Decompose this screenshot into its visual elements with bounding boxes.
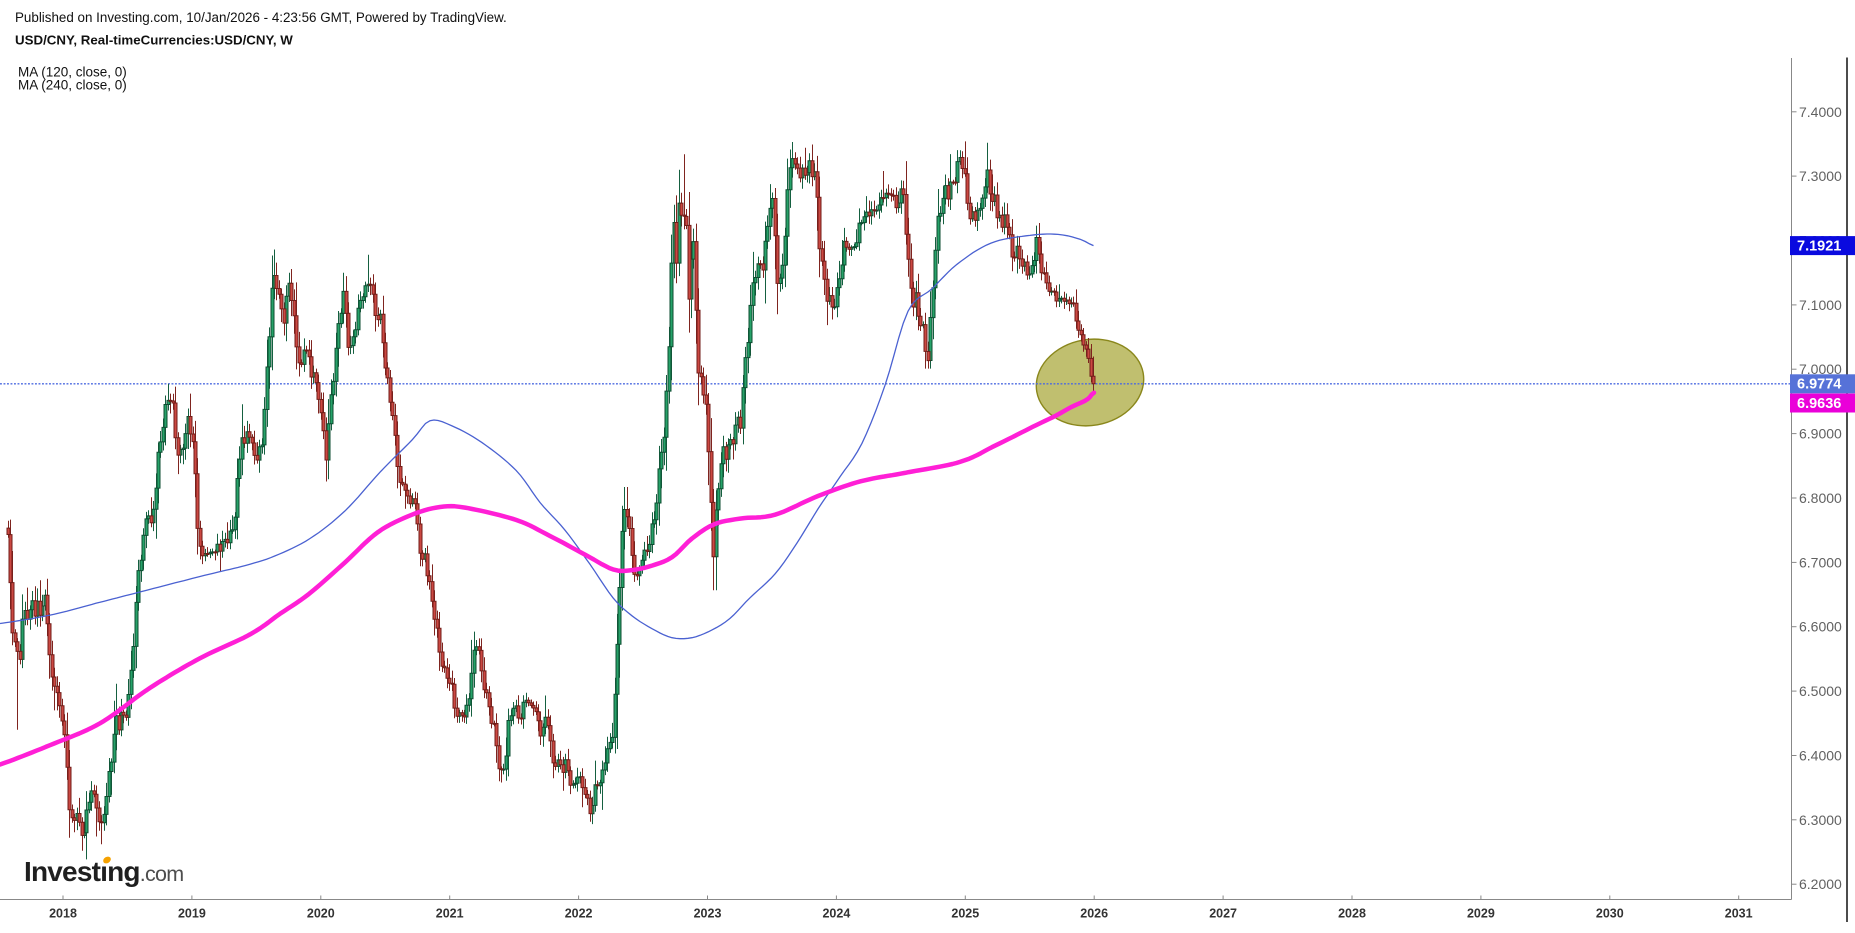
svg-text:2027: 2027	[1209, 907, 1237, 921]
svg-text:2025: 2025	[951, 907, 979, 921]
svg-text:6.5000: 6.5000	[1799, 683, 1842, 699]
svg-text:7.3000: 7.3000	[1799, 168, 1842, 184]
svg-text:2023: 2023	[694, 907, 722, 921]
svg-text:6.9000: 6.9000	[1799, 426, 1842, 442]
svg-text:Published on Investing.com, 10: Published on Investing.com, 10/Jan/2026 …	[15, 10, 507, 25]
svg-text:7.1921: 7.1921	[1797, 238, 1841, 254]
svg-text:MA (120, close, 0): MA (120, close, 0)	[18, 65, 127, 80]
svg-text:USD/CNY, Real-timeCurrencies:U: USD/CNY, Real-timeCurrencies:USD/CNY, W	[15, 33, 293, 48]
svg-text:2029: 2029	[1467, 907, 1495, 921]
svg-text:2028: 2028	[1338, 907, 1366, 921]
svg-text:2018: 2018	[49, 907, 77, 921]
svg-text:7.1000: 7.1000	[1799, 297, 1842, 313]
svg-text:2026: 2026	[1080, 907, 1108, 921]
svg-text:MA (240, close, 0): MA (240, close, 0)	[18, 78, 127, 93]
svg-text:2031: 2031	[1725, 907, 1753, 921]
svg-text:6.7000: 6.7000	[1799, 554, 1842, 570]
svg-text:2019: 2019	[178, 907, 206, 921]
svg-text:6.9774: 6.9774	[1797, 377, 1841, 393]
svg-text:2021: 2021	[436, 907, 464, 921]
svg-text:2024: 2024	[822, 907, 850, 921]
svg-text:7.0000: 7.0000	[1799, 361, 1842, 377]
svg-text:6.2000: 6.2000	[1799, 876, 1842, 892]
svg-text:Investıng.com: Investıng.com	[24, 856, 184, 887]
svg-text:6.6000: 6.6000	[1799, 619, 1842, 635]
svg-text:6.9636: 6.9636	[1797, 396, 1841, 412]
svg-text:7.4000: 7.4000	[1799, 104, 1842, 120]
svg-text:2022: 2022	[565, 907, 593, 921]
svg-text:6.8000: 6.8000	[1799, 490, 1842, 506]
svg-text:6.4000: 6.4000	[1799, 748, 1842, 764]
svg-text:2020: 2020	[307, 907, 335, 921]
svg-text:6.3000: 6.3000	[1799, 812, 1842, 828]
svg-text:2030: 2030	[1596, 907, 1624, 921]
